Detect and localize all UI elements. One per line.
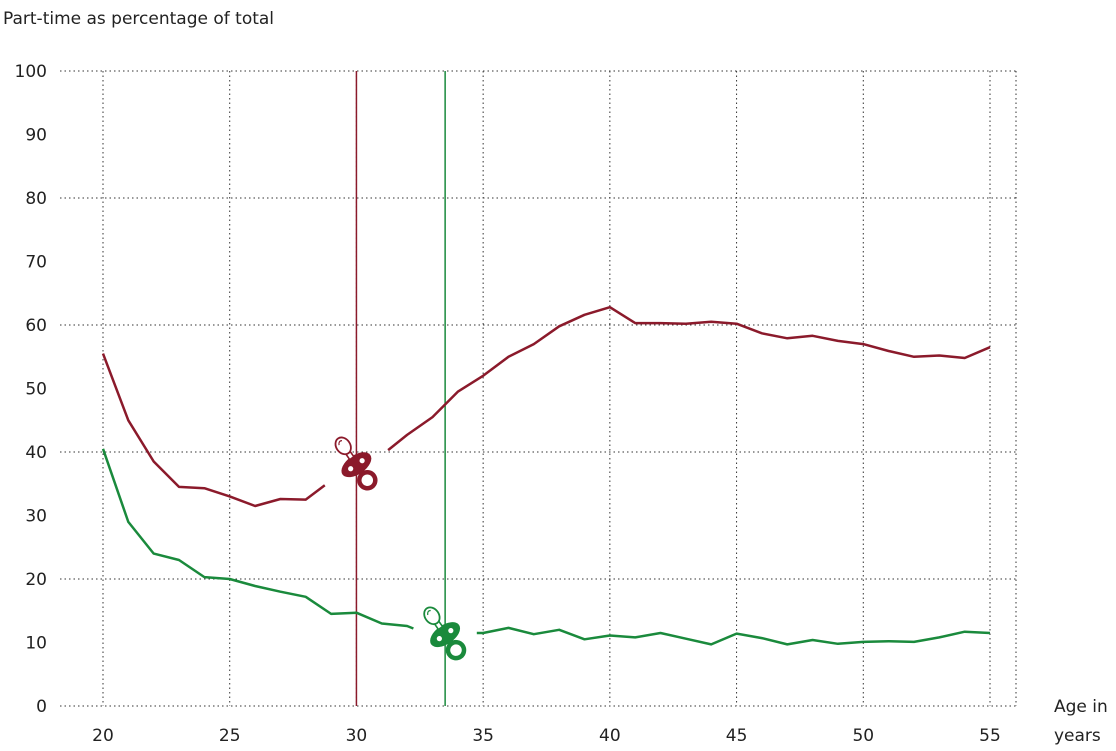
y-tick-label: 90 xyxy=(25,126,47,146)
x-tick-label: 45 xyxy=(726,726,748,746)
y-tick-label: 20 xyxy=(25,570,47,590)
x-tick-label: 25 xyxy=(219,726,241,746)
x-tick-labels: 20 25 30 35 40 45 50 55 xyxy=(92,726,1001,746)
x-axis-label-line1: Age in xyxy=(1054,697,1108,717)
y-tick-label: 70 xyxy=(25,253,47,273)
y-tick-label: 0 xyxy=(36,697,47,717)
series-line xyxy=(101,448,414,630)
x-axis-label-line2: years xyxy=(1054,726,1101,746)
marker-lines xyxy=(355,71,446,706)
markers xyxy=(334,436,467,661)
y-tick-label: 30 xyxy=(25,507,47,527)
series-line xyxy=(101,353,326,508)
y-tick-label: 40 xyxy=(25,443,47,463)
x-tick-label: 40 xyxy=(599,726,621,746)
pacifier-icon xyxy=(423,606,467,661)
grid xyxy=(60,70,1017,707)
y-axis-label: Part-time as percentage of total xyxy=(3,9,274,29)
y-tick-label: 60 xyxy=(25,316,47,336)
y-tick-label: 80 xyxy=(25,189,47,209)
x-tick-label: 55 xyxy=(979,726,1001,746)
y-tick-label: 10 xyxy=(25,634,47,654)
pacifier-icon xyxy=(334,436,378,491)
x-tick-label: 20 xyxy=(92,726,114,746)
y-tick-labels: 0 10 20 30 40 50 60 70 80 90 100 xyxy=(15,62,47,717)
series-lines xyxy=(101,305,991,646)
x-tick-label: 30 xyxy=(346,726,368,746)
y-tick-label: 50 xyxy=(25,380,47,400)
series-line xyxy=(476,626,991,646)
x-tick-label: 35 xyxy=(472,726,494,746)
x-tick-label: 50 xyxy=(852,726,874,746)
series-line xyxy=(387,305,991,452)
y-tick-label: 100 xyxy=(15,62,47,82)
